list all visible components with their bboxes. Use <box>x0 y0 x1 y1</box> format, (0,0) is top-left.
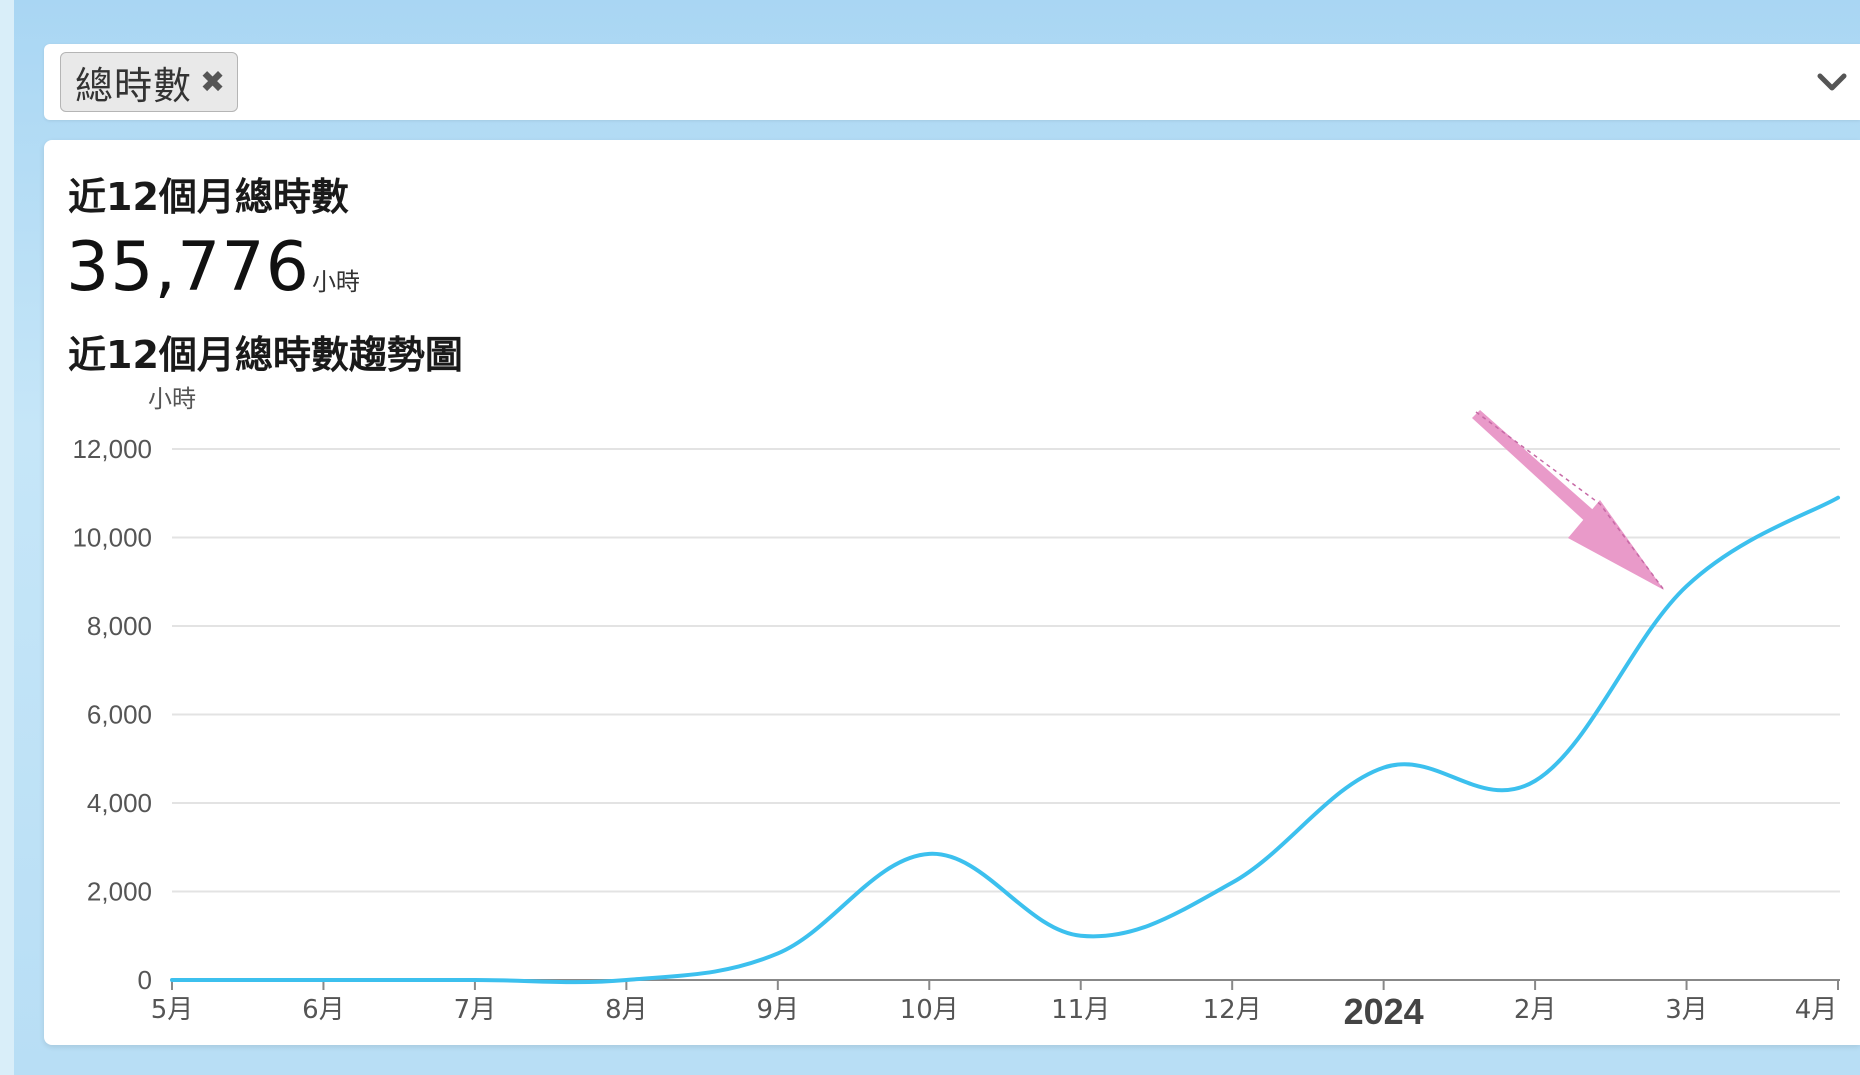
card-title: 近12個月總時數 <box>68 175 349 219</box>
selected-metric-chip: 總時數 ✖ <box>60 52 239 112</box>
total-hours-unit: 小時 <box>311 268 360 296</box>
total-row: 35,776 小時 <box>66 228 360 307</box>
total-hours-value: 35,776 <box>66 228 310 307</box>
chevron-down-icon[interactable] <box>1814 64 1850 100</box>
close-icon[interactable]: ✖ <box>200 64 226 100</box>
chart-title: 近12個月總時數趨勢圖 <box>68 333 463 377</box>
left-rail <box>0 0 14 1075</box>
metric-select[interactable]: 總時數 ✖ <box>44 44 1860 120</box>
chip-label: 總時數 <box>75 63 193 108</box>
summary-card: 近12個月總時數 35,776 小時 近12個月總時數趨勢圖 <box>44 140 1860 1045</box>
